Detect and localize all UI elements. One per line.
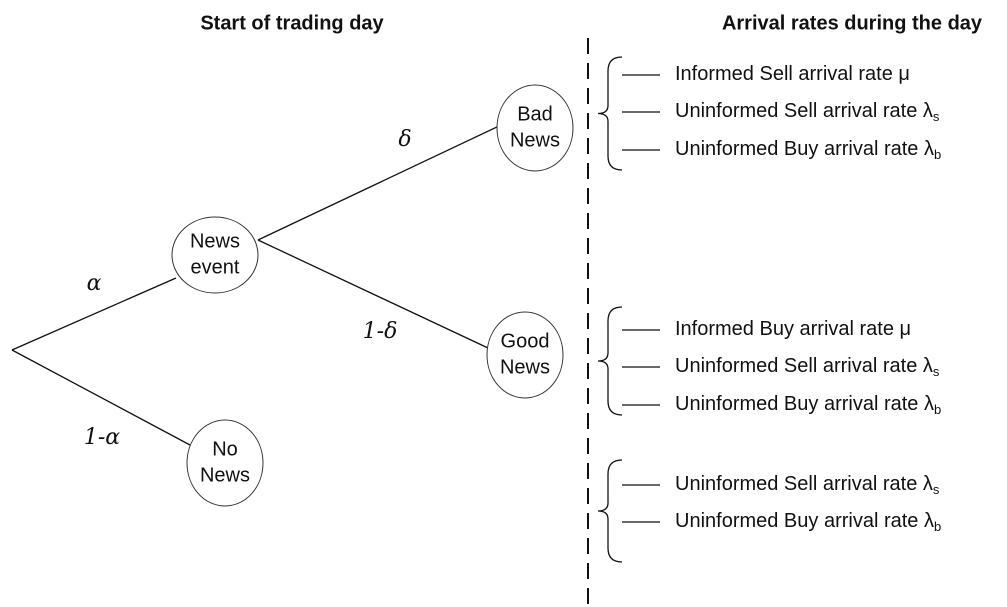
rate-text: Uninformed Buy arrival rate λ [675, 138, 934, 160]
rate-label: Uninformed Sell arrival rate λs [675, 355, 940, 379]
left-header: Start of trading day [200, 12, 384, 34]
node-label: News [510, 129, 560, 151]
edge [257, 125, 500, 241]
rate-text: Uninformed Buy arrival rate λ [675, 510, 934, 532]
edge [11, 277, 177, 351]
edge-label: 1-δ [363, 319, 398, 344]
rate-label: Uninformed Buy arrival rate λb [675, 510, 941, 534]
rate-label: Uninformed Buy arrival rate λb [675, 393, 941, 417]
node [496, 84, 574, 172]
rate-text: Uninformed Sell arrival rate λ [675, 355, 933, 377]
rate-subscript: s [933, 482, 940, 497]
node [486, 311, 564, 399]
rate-label: Uninformed Sell arrival rate λs [675, 473, 940, 497]
node-label: event [191, 256, 240, 278]
right-header: Arrival rates during the day [722, 12, 983, 34]
edge-label: α [87, 271, 102, 296]
node-label: News [500, 356, 550, 378]
rate-label: Informed Sell arrival rate μ [675, 63, 910, 85]
rate-subscript: b [934, 147, 941, 162]
brace [597, 459, 623, 563]
brace [597, 56, 623, 171]
node [171, 216, 259, 294]
rate-subscript: b [934, 519, 941, 534]
brace [597, 306, 623, 416]
node-label: No [212, 438, 238, 460]
rate-label: Informed Buy arrival rate μ [675, 318, 911, 340]
edge [11, 349, 191, 446]
rate-label: Uninformed Buy arrival rate λb [675, 138, 941, 162]
edge-label: 1-α [84, 425, 120, 450]
edge [257, 239, 489, 349]
rate-text: Informed Buy arrival rate μ [675, 318, 911, 340]
rate-text: Uninformed Buy arrival rate λ [675, 393, 934, 415]
rate-label: Uninformed Sell arrival rate λs [675, 100, 940, 124]
edge-label: δ [398, 127, 411, 152]
node-label: News [190, 230, 240, 252]
rate-text: Informed Sell arrival rate μ [675, 63, 910, 85]
rate-subscript: s [933, 364, 940, 379]
node-label: Bad [517, 103, 553, 125]
rate-subscript: b [934, 402, 941, 417]
node-label: News [200, 464, 250, 486]
rate-subscript: s [933, 109, 940, 124]
node [186, 419, 264, 507]
node-label: Good [501, 330, 550, 352]
rate-text: Uninformed Sell arrival rate λ [675, 473, 933, 495]
rate-text: Uninformed Sell arrival rate λ [675, 100, 933, 122]
